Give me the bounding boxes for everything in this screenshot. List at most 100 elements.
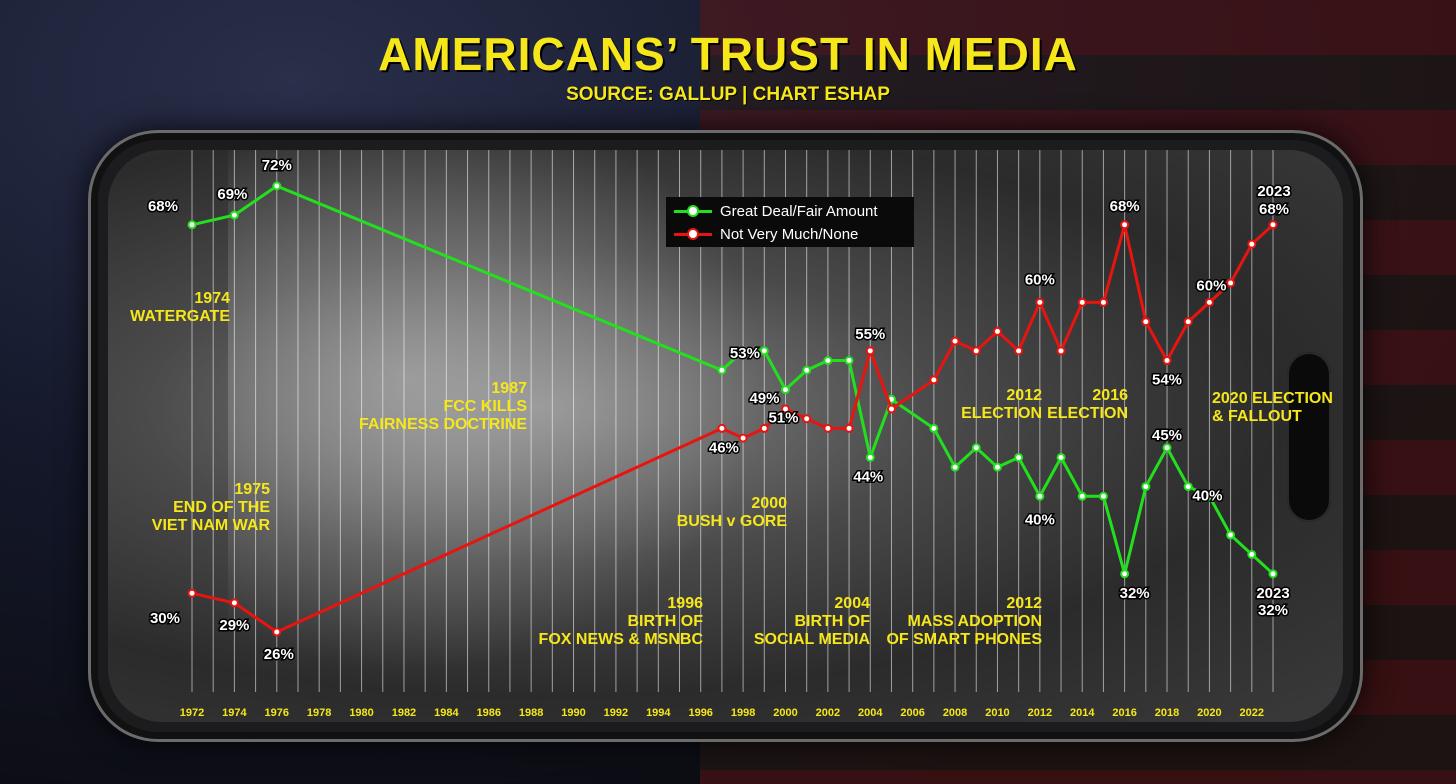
- data-label: 30%: [150, 610, 180, 627]
- x-tick-label: 2020: [1197, 707, 1221, 719]
- data-point: [1014, 346, 1024, 356]
- annotation-watergate: 1974: [194, 290, 230, 307]
- data-point: [1035, 297, 1045, 307]
- data-point: [272, 181, 282, 191]
- data-point: [1120, 220, 1130, 230]
- annotation-vietnam: END OF THE: [173, 499, 270, 516]
- data-point: [1098, 297, 1108, 307]
- data-point: [992, 326, 1002, 336]
- data-point: [1226, 278, 1236, 288]
- annotation-fcc: FCC KILLS: [443, 398, 527, 415]
- legend: Great Deal/Fair Amount Not Very Much/Non…: [666, 197, 914, 247]
- x-tick-label: 1986: [477, 707, 501, 719]
- x-tick-label: 1992: [604, 707, 628, 719]
- x-tick-label: 1984: [434, 707, 459, 719]
- x-tick-label: 1994: [646, 707, 671, 719]
- data-point: [1035, 491, 1045, 501]
- data-point: [886, 404, 896, 414]
- end-label-bottom: 32%: [1258, 602, 1288, 619]
- annotation-vietnam: 1975: [234, 481, 270, 498]
- x-tick-label: 2008: [943, 707, 967, 719]
- data-point: [802, 414, 812, 424]
- data-point: [1247, 239, 1257, 249]
- annotation-smartphones: OF SMART PHONES: [886, 631, 1042, 648]
- legend-item-red: Not Very Much/None: [674, 223, 858, 245]
- annotation-election2016: ELECTION: [1047, 405, 1128, 422]
- chart-subtitle: SOURCE: GALLUP | CHART ESHAP: [566, 84, 890, 105]
- data-label: 54%: [1152, 372, 1182, 389]
- data-point: [1141, 317, 1151, 327]
- data-point: [929, 423, 939, 433]
- data-point: [229, 598, 239, 608]
- data-point: [1226, 530, 1236, 540]
- data-label: 60%: [1025, 271, 1055, 288]
- data-point: [1098, 491, 1108, 501]
- data-point: [187, 220, 197, 230]
- data-point: [1014, 452, 1024, 462]
- x-tick-label: 1996: [688, 707, 712, 719]
- end-label-top: 68%: [1259, 201, 1289, 218]
- data-point: [950, 336, 960, 346]
- data-point: [229, 210, 239, 220]
- annotation-bushgore: 2000: [751, 495, 787, 512]
- data-point: [1268, 569, 1278, 579]
- x-tick-label: 1974: [222, 707, 247, 719]
- data-label: 44%: [853, 468, 883, 485]
- legend-swatch-red: [674, 223, 712, 245]
- data-point: [971, 346, 981, 356]
- data-point: [844, 356, 854, 366]
- data-point: [865, 452, 875, 462]
- data-point: [823, 423, 833, 433]
- data-point: [1056, 452, 1066, 462]
- data-point: [1183, 317, 1193, 327]
- x-tick-label: 2002: [816, 707, 840, 719]
- x-tick-label: 1980: [349, 707, 373, 719]
- data-point: [929, 375, 939, 385]
- data-label: 45%: [1152, 427, 1182, 444]
- annotation-bushgore: BUSH v GORE: [677, 513, 788, 530]
- data-point: [1141, 482, 1151, 492]
- data-label: 68%: [148, 198, 178, 215]
- data-label: 53%: [730, 345, 760, 362]
- data-point: [738, 433, 748, 443]
- annotation-election2020: & FALLOUT: [1212, 408, 1302, 425]
- data-point: [1162, 443, 1172, 453]
- data-point: [1077, 491, 1087, 501]
- annotation-fox: BIRTH OF: [627, 613, 703, 630]
- data-label: 51%: [768, 410, 798, 427]
- data-point: [823, 356, 833, 366]
- data-label: 29%: [219, 617, 249, 634]
- data-point: [1183, 482, 1193, 492]
- data-point: [272, 627, 282, 637]
- annotation-election2012: ELECTION: [961, 405, 1042, 422]
- annotation-watergate: WATERGATE: [130, 308, 230, 325]
- annotation-social: BIRTH OF: [794, 613, 870, 630]
- data-point: [802, 365, 812, 375]
- annotation-social: SOCIAL MEDIA: [754, 631, 871, 648]
- annotation-vietnam: VIET NAM WAR: [152, 517, 271, 534]
- x-tick-label: 2012: [1028, 707, 1052, 719]
- data-label: 60%: [1196, 277, 1226, 294]
- data-label: 72%: [262, 157, 292, 174]
- data-point: [1268, 220, 1278, 230]
- x-tick-label: 2016: [1112, 707, 1136, 719]
- x-tick-label: 1998: [731, 707, 755, 719]
- x-tick-label: 1990: [561, 707, 585, 719]
- chart-title: AMERICANS’ TRUST IN MEDIA: [378, 28, 1078, 80]
- end-label-top: 2023: [1257, 183, 1290, 200]
- data-point: [1247, 549, 1257, 559]
- data-point: [780, 404, 790, 414]
- data-point: [1204, 297, 1214, 307]
- data-point: [1204, 491, 1214, 501]
- legend-label-red: Not Very Much/None: [720, 225, 859, 243]
- phone-camera-pill: [1287, 352, 1331, 522]
- data-point: [759, 346, 769, 356]
- data-label: 49%: [749, 390, 779, 407]
- x-tick-label: 2004: [858, 707, 883, 719]
- annotation-smartphones: 2012: [1006, 595, 1042, 612]
- data-point: [717, 365, 727, 375]
- annotation-social: 2004: [834, 595, 870, 612]
- data-label: 26%: [264, 646, 294, 663]
- end-label-bottom: 2023: [1256, 585, 1289, 602]
